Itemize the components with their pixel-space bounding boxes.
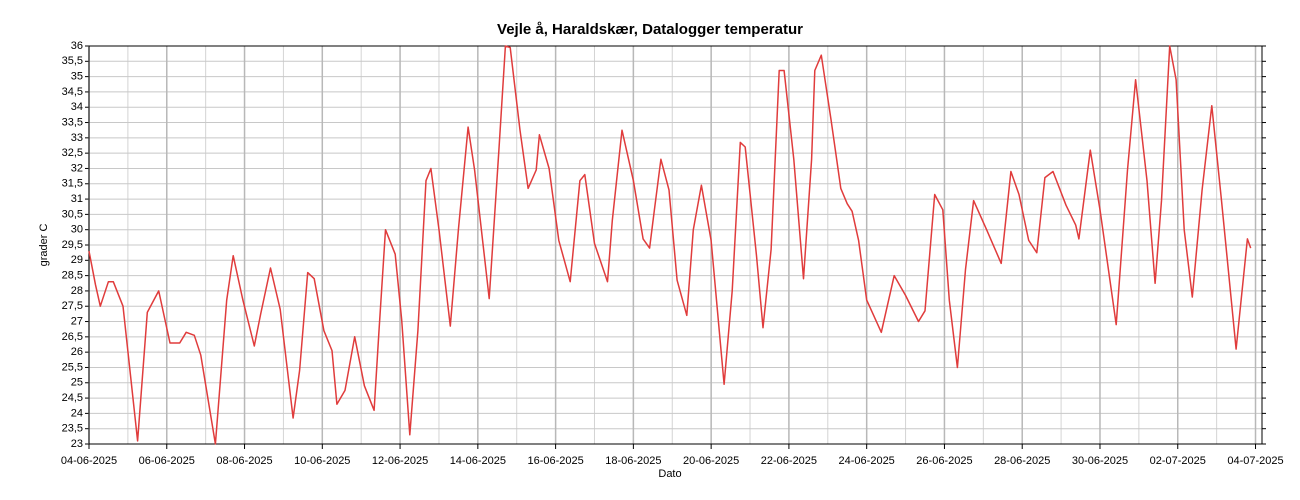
y-tick-label: 25,5 — [62, 361, 83, 373]
x-tick-label: 06-06-2025 — [139, 455, 195, 467]
x-tick-label: 30-06-2025 — [1072, 455, 1128, 467]
x-tick-label: 18-06-2025 — [605, 455, 661, 467]
y-axis-label: grader C — [38, 224, 50, 267]
x-tick-label: 20-06-2025 — [683, 455, 739, 467]
x-tick-label: 16-06-2025 — [527, 455, 583, 467]
y-tick-label: 30,5 — [62, 208, 83, 220]
y-tick-label: 32 — [71, 162, 83, 174]
data-line — [88, 45, 1252, 445]
y-tick-label: 26 — [71, 346, 83, 358]
y-tick-label: 28,5 — [62, 270, 83, 282]
x-tick-label: 12-06-2025 — [372, 455, 428, 467]
y-tick-label: 27,5 — [62, 300, 83, 312]
y-tick-label: 36 — [71, 40, 83, 52]
y-tick-label: 29,5 — [62, 239, 83, 251]
y-tick-label: 30 — [71, 224, 83, 236]
y-tick-label: 33 — [71, 132, 83, 144]
x-tick-label: 22-06-2025 — [761, 455, 817, 467]
x-tick-label: 04-06-2025 — [61, 455, 117, 467]
y-tick-label: 34,5 — [62, 86, 83, 98]
x-tick-label: 10-06-2025 — [294, 455, 350, 467]
y-tick-label: 23,5 — [62, 423, 83, 435]
y-tick-label: 25 — [71, 377, 83, 389]
y-tick-label: 23 — [71, 438, 83, 450]
y-tick-label: 32,5 — [62, 147, 83, 159]
x-tick-label: 14-06-2025 — [450, 455, 506, 467]
y-tick-label: 27 — [71, 315, 83, 327]
x-tick-label: 02-07-2025 — [1150, 455, 1206, 467]
y-tick-label: 35,5 — [62, 55, 83, 67]
y-tick-label: 33,5 — [62, 116, 83, 128]
y-tick-label: 24,5 — [62, 392, 83, 404]
x-tick-label: 04-07-2025 — [1227, 455, 1283, 467]
x-tick-label: 24-06-2025 — [839, 455, 895, 467]
x-tick-label: 26-06-2025 — [916, 455, 972, 467]
x-axis-label: Dato — [658, 468, 681, 480]
y-tick-label: 26,5 — [62, 331, 83, 343]
y-tick-label: 34 — [71, 101, 83, 113]
chart-title: Vejle å, Haraldskær, Datalogger temperat… — [497, 21, 803, 38]
y-tick-label: 29 — [71, 254, 83, 266]
y-tick-label: 31 — [71, 193, 83, 205]
x-tick-label: 28-06-2025 — [994, 455, 1050, 467]
y-tick-label: 24 — [71, 407, 83, 419]
plot-frame — [88, 45, 1263, 445]
y-tick-label: 31,5 — [62, 178, 83, 190]
y-tick-label: 28 — [71, 285, 83, 297]
y-tick-label: 35 — [71, 71, 83, 83]
x-tick-label: 08-06-2025 — [216, 455, 272, 467]
